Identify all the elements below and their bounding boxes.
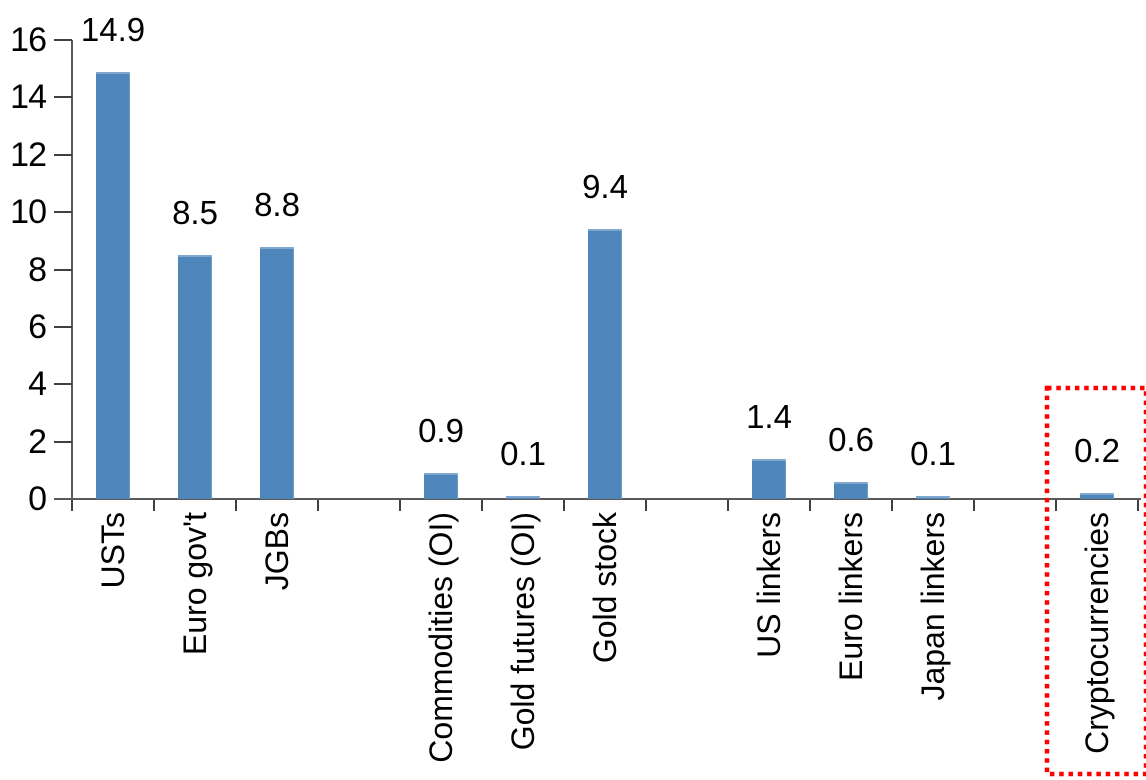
bar-cryptocurrencies [1080, 493, 1114, 499]
x-axis-line [54, 498, 1141, 500]
x-axis-tick [563, 500, 565, 511]
category-label: Commodities (OI) [423, 512, 459, 763]
x-axis-tick [399, 500, 401, 511]
bar-euro-linkers [834, 482, 868, 499]
category-label: JGBs [259, 512, 295, 591]
category-label: Japan linkers [915, 512, 951, 701]
y-axis-tick [54, 211, 72, 214]
y-axis-tick-label: 0 [28, 480, 47, 518]
y-axis-tick [54, 96, 72, 99]
bar-value-label: 0.9 [418, 412, 464, 449]
y-axis-tick [54, 440, 72, 443]
y-axis-tick-label: 6 [28, 307, 47, 346]
y-axis-tick [54, 153, 72, 156]
bar-japan-linkers [916, 496, 950, 499]
y-axis-tick-label: 8 [28, 250, 47, 289]
y-axis-tick-label: 2 [28, 422, 47, 461]
category-label: US linkers [751, 512, 787, 658]
x-axis-tick [481, 500, 483, 511]
x-axis-tick [1055, 500, 1057, 511]
y-axis-tick-label: 14 [10, 78, 47, 117]
x-axis-tick [891, 500, 893, 511]
bar-gold-futures-oi- [506, 496, 540, 499]
x-axis-tick [973, 500, 975, 511]
x-axis-tick [727, 500, 729, 511]
bar-value-label: 0.6 [828, 421, 874, 458]
bar-jgbs [260, 247, 294, 499]
bar-value-label: 0.2 [1074, 432, 1120, 469]
bar-value-label: 8.8 [254, 186, 300, 223]
bar-value-label: 14.9 [80, 11, 146, 48]
x-axis-tick [645, 500, 647, 511]
bar-us-linkers [752, 459, 786, 499]
x-axis-tick [1137, 500, 1139, 511]
category-label: Gold stock [587, 512, 623, 664]
category-label: Cryptocurrencies [1079, 512, 1115, 754]
x-axis-tick [153, 500, 155, 511]
bar-value-label: 1.4 [746, 398, 792, 435]
y-axis-tick-label: 12 [10, 135, 47, 174]
bar-commodities-oi- [424, 473, 458, 499]
bar-gold-stock [588, 229, 622, 499]
x-axis-tick [317, 500, 319, 511]
bar-value-label: 9.4 [582, 168, 628, 205]
bar-usts [96, 72, 130, 499]
bar-value-label: 8.5 [172, 194, 218, 231]
y-axis-tick-label: 4 [28, 365, 47, 404]
y-axis-tick [54, 325, 72, 328]
y-axis-tick [54, 383, 72, 386]
bar-value-label: 0.1 [910, 435, 956, 472]
x-axis-tick [235, 500, 237, 511]
bar-value-label: 0.1 [500, 435, 546, 472]
x-axis-tick [809, 500, 811, 511]
y-axis-tick [54, 268, 72, 271]
x-axis-tick [71, 500, 73, 511]
y-axis-tick-label: 16 [10, 21, 47, 59]
category-label: Euro linkers [833, 512, 869, 681]
y-axis-tick-label: 10 [10, 193, 47, 232]
y-axis-line [71, 40, 73, 511]
bar-euro-gov-t [178, 255, 212, 499]
category-label: Euro gov't [177, 512, 213, 656]
category-label: USTs [95, 512, 131, 589]
y-axis-tick [54, 39, 72, 41]
category-label: Gold futures (OI) [505, 512, 541, 751]
